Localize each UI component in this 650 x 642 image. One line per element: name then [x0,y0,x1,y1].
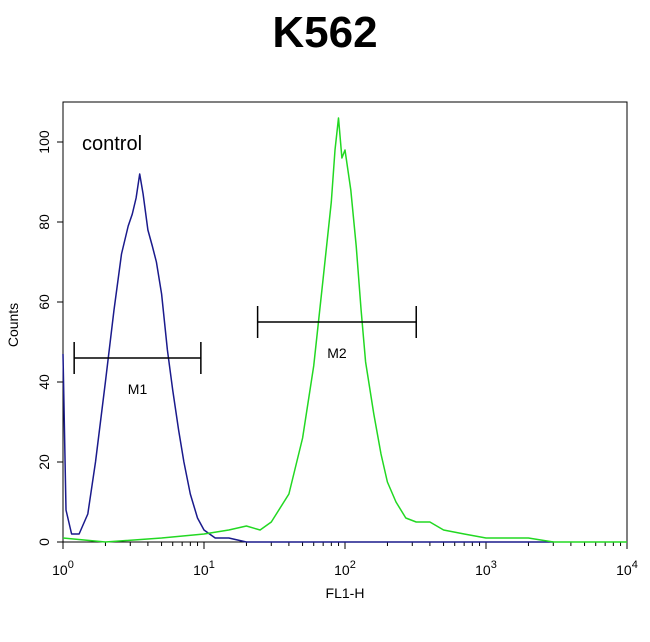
histogram-series-2 [62,117,627,543]
x-tick-label: 103 [475,559,497,578]
x-tick-label: 101 [193,559,215,578]
y-axis: 0 20 40 60 80 100 [36,130,63,546]
series-layer [62,117,627,543]
y-axis-label: Counts [5,303,21,347]
x-tick-label: 102 [334,559,356,578]
histogram-series-1 [62,173,554,543]
gate-marker-m2: M2 [256,306,417,361]
markers-layer: M1 M2 [73,306,417,397]
y-tick-label: 60 [36,294,52,310]
x-axis-label: FL1-H [326,585,365,601]
gate-marker-m1: M1 [73,342,202,397]
y-tick-label: 0 [36,538,52,546]
y-tick-label: 20 [36,454,52,470]
y-tick-label: 80 [36,214,52,230]
x-axis: 100 101 102 103 104 [52,542,638,578]
control-annotation: control [82,133,142,155]
x-tick-label: 104 [616,559,638,578]
y-tick-label: 40 [36,374,52,390]
chart-title: K562 [272,8,378,57]
gate-label: M2 [327,345,347,361]
y-tick-label: 100 [36,130,52,154]
x-tick-label: 100 [52,559,74,578]
gate-label: M1 [128,381,148,397]
